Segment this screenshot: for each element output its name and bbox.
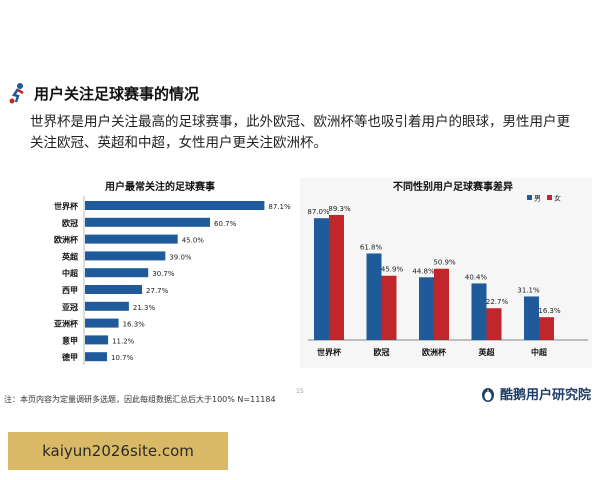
chart-1-category-label: 欧冠 [62,218,78,228]
watermark-banner: kaiyun2026site.com [8,432,228,470]
chart-1-category-label: 亚冠 [62,303,78,312]
chart-2-bar [314,218,329,340]
legend-label: 男 [534,195,541,203]
chart-2-value-label: 61.8% [360,243,383,251]
chart-2-category-label: 欧洲杯 [422,347,447,357]
chart-1-category-label: 英超 [61,251,79,261]
chart-2-bar [381,275,397,340]
legend-swatch [547,195,552,200]
chart-2-bar [486,308,502,340]
chart-1-value-label: 60.7% [214,220,237,228]
chart-1-title: 用户最常关注的足球赛事 [104,180,215,193]
chart-1-value-label: 27.7% [146,287,169,295]
chart-1-bar [85,318,119,328]
chart-1-category-label: 意甲 [62,335,78,345]
chart-1-bar [85,285,143,294]
runner-icon [9,83,24,104]
chart-2-bar [524,296,539,340]
chart-1-category-label: 西甲 [62,286,78,295]
penguin-icon [482,387,494,402]
brand-name: 酷鹅用户研究院 [500,388,592,403]
page-header: 用户关注足球赛事的情况 [8,82,199,104]
chart-1-bar [85,301,129,311]
chart-1-value-label: 10.7% [111,354,134,362]
watermark-text: kaiyun2026site.com [42,442,194,460]
chart-2-bars: 87.0%89.3% 世界杯 61.8% 45.9% 欧冠 44.8%50.9% 欧洲杯 40… [307,205,588,357]
chart-2-category-label: 欧冠 [374,347,390,357]
chart-1-value-label: 16.3% [123,321,146,329]
brand-logo: 酷鹅用户研究院 [480,384,591,403]
chart-1-value-label: 21.3% [133,304,156,312]
chart-2-value-label: 44.8% [412,267,435,275]
chart-2-value-label: 89.3% [328,205,351,213]
chart-2-value-label: 50.9% [433,259,456,267]
chart-2-bar [539,317,554,340]
chart-1-category-label: 世界杯 [54,201,79,211]
legend-swatch [527,195,532,200]
chart-1-bar [85,335,109,345]
chart-2-value-label: 16.3% [538,307,561,315]
chart-1-value-label: 39.0% [169,253,192,261]
chart-1-value-label: 45.0% [182,237,205,245]
chart-1-bars: 世界杯 87.1% 欧冠 60.7% 欧洲杯 45.0% 英超 39.0% 中超 30.7% 西甲 2… [54,196,291,365]
chart-1-bar [85,352,108,362]
chart-1-bar [85,201,265,210]
page-description: 世界杯是用户关注最高的足球赛事，此外欧冠、欧洲杯等也吸引着用户的眼球，男性用户更… [30,114,570,151]
chart-1-value-label: 87.1% [268,203,291,211]
chart-1-bar [85,268,149,278]
chart-2-category-label: 英超 [478,347,496,357]
legend-label: 女 [554,194,561,203]
chart-2-value-label: 45.9% [381,266,404,274]
chart-1-value-label: 11.2% [112,337,135,345]
chart-1-value-label: 30.7% [152,270,175,278]
footnote: 注：本页内容为定量调研多选题，因此每组数据汇总后大于100% N=11184 [4,395,276,404]
chart-2-bar [419,277,434,340]
chart-1-category-label: 亚洲杯 [54,319,79,329]
chart-1-bar [85,251,166,261]
page-title: 用户关注足球赛事的情况 [34,84,200,103]
chart-2-category-label: 中超 [531,347,548,357]
chart-2-title: 不同性别用户足球赛事差异 [393,180,513,193]
chart-1-bar [85,234,178,244]
chart-2-value-label: 31.1% [517,286,540,294]
chart-2-category-label: 世界杯 [317,347,342,357]
chart-2-bar [329,214,344,340]
page-number: 15 [296,388,304,395]
chart-2-value-label: 22.7% [486,298,509,306]
chart-1-category-label: 欧洲杯 [54,235,79,245]
chart-2-bar [434,268,449,340]
chart-2-legend: 男女 [527,194,561,203]
chart-1-bar [85,217,211,227]
chart-1-category-label: 中超 [62,268,79,278]
chart-1-category-label: 德甲 [62,352,78,362]
chart-2-value-label: 40.4% [465,273,488,281]
chart-2-bar [471,283,487,340]
chart-2-bar [366,253,382,340]
chart-2-value-label: 87.0% [307,208,330,216]
